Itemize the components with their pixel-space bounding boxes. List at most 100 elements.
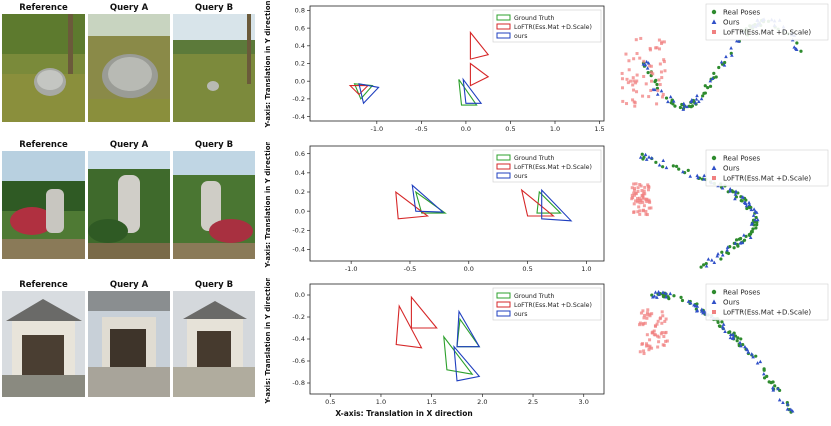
loftr-pose-point — [660, 321, 664, 325]
pose-triangle-loftr — [469, 30, 490, 60]
loftr-pose-point — [638, 323, 642, 327]
loftr-pose-point — [661, 92, 665, 96]
loftr-pose-point — [630, 186, 634, 190]
legend-marker — [711, 19, 717, 24]
legend-marker — [711, 299, 717, 304]
loftr-pose-point — [625, 77, 629, 81]
loftr-pose-point — [648, 344, 652, 348]
ours-pose-point — [653, 87, 657, 92]
loftr-pose-point — [654, 46, 658, 50]
loftr-pose-point — [646, 308, 650, 312]
loftr-pose-point — [649, 89, 653, 93]
loftr-pose-point — [662, 343, 666, 347]
ours-pose-point — [644, 59, 649, 64]
loftr-pose-point — [633, 101, 637, 105]
y-tick-label: 0.0 — [295, 77, 305, 85]
loftr-pose-point — [642, 75, 646, 79]
loftr-pose-point — [645, 342, 649, 346]
loftr-pose-point — [649, 206, 653, 210]
real-pose-point — [703, 84, 707, 88]
loftr-pose-point — [655, 334, 659, 338]
loftr-pose-point — [655, 102, 659, 106]
y-tick-label: 0.2 — [295, 188, 305, 196]
real-pose-point — [708, 84, 713, 88]
legend-label: Real Poses — [723, 289, 761, 297]
loftr-pose-point — [639, 184, 643, 188]
loftr-pose-point — [659, 332, 663, 336]
legend-box — [492, 149, 602, 183]
y-axis-label: Y-axis: Translation in Y direction — [264, 278, 272, 405]
loftr-pose-point — [636, 196, 640, 200]
legend-marker — [711, 155, 717, 161]
loftr-pose-point — [648, 312, 652, 316]
pose-triangle-gt — [536, 190, 562, 214]
ours-pose-point — [749, 222, 754, 226]
ours-pose-point — [688, 301, 693, 305]
x-tick-label: 0.0 — [461, 125, 471, 133]
loftr-pose-point — [645, 311, 649, 315]
loftr-pose-point — [632, 182, 636, 186]
ours-pose-point — [641, 62, 646, 66]
legend-marker — [711, 289, 717, 295]
ours-pose-point — [706, 257, 711, 261]
loftr-pose-point — [650, 346, 654, 350]
ours-pose-point — [702, 177, 706, 181]
ours-pose-point — [755, 361, 760, 365]
ours-pose-point — [664, 165, 669, 170]
y-tick-label: -0.2 — [292, 227, 305, 235]
loftr-pose-point — [642, 316, 646, 320]
y-tick-label: 0.6 — [295, 150, 305, 158]
loftr-pose-point — [645, 316, 649, 320]
real-pose-point — [727, 330, 731, 335]
loftr-pose-point — [624, 52, 628, 56]
ours-pose-point — [789, 407, 793, 411]
loftr-pose-point — [643, 313, 647, 317]
y-tick-label: 0.4 — [295, 42, 305, 50]
loftr-pose-point — [635, 90, 639, 94]
ours-pose-point — [731, 332, 735, 337]
ours-pose-point — [725, 248, 729, 252]
loftr-pose-point — [656, 345, 660, 349]
loftr-pose-point — [657, 340, 661, 344]
ours-pose-point — [688, 174, 693, 178]
loftr-pose-point — [647, 95, 651, 99]
legend-marker — [711, 9, 717, 15]
legend-marker — [712, 310, 716, 314]
loftr-pose-point — [635, 79, 639, 83]
photo-title-query-b: Query B — [194, 3, 234, 13]
ours-pose-point — [694, 97, 699, 101]
loftr-pose-point — [620, 71, 624, 75]
x-tick-label: 1.0 — [581, 265, 591, 273]
x-tick-label: 0.0 — [464, 265, 474, 273]
ours-pose-point — [785, 407, 790, 411]
loftr-pose-point — [630, 197, 634, 201]
ours-pose-point — [733, 241, 738, 245]
loftr-pose-point — [649, 64, 653, 68]
pose-triangle-ours — [411, 183, 445, 213]
legend-label: LoFTR(Ess.Mat +D.Scale) — [723, 29, 811, 37]
real-pose-point — [677, 167, 681, 171]
pose-triangle-ours — [541, 188, 573, 222]
loftr-pose-point — [631, 98, 635, 102]
loftr-pose-point — [643, 185, 647, 189]
legend-box — [705, 283, 829, 321]
y-tick-label: -0.4 — [292, 246, 305, 254]
real-pose-point — [702, 263, 706, 267]
real-pose-point — [762, 376, 767, 380]
ours-pose-point — [710, 76, 715, 80]
x-tick-label: -1.0 — [345, 265, 358, 273]
pose-triangle-loftr — [410, 295, 438, 329]
loftr-pose-point — [659, 316, 663, 320]
loftr-pose-point — [644, 212, 648, 216]
ours-pose-point — [749, 352, 754, 356]
loftr-pose-point — [641, 200, 645, 204]
ours-pose-point — [700, 307, 704, 311]
real-pose-point — [755, 223, 759, 227]
real-pose-point — [679, 295, 683, 299]
loftr-pose-point — [638, 201, 642, 205]
photo-stone-reference — [2, 14, 85, 122]
y-tick-label: -0.2 — [292, 313, 305, 321]
loftr-pose-point — [646, 188, 650, 192]
ours-pose-point — [728, 186, 733, 191]
legend-label: ours — [514, 173, 527, 180]
